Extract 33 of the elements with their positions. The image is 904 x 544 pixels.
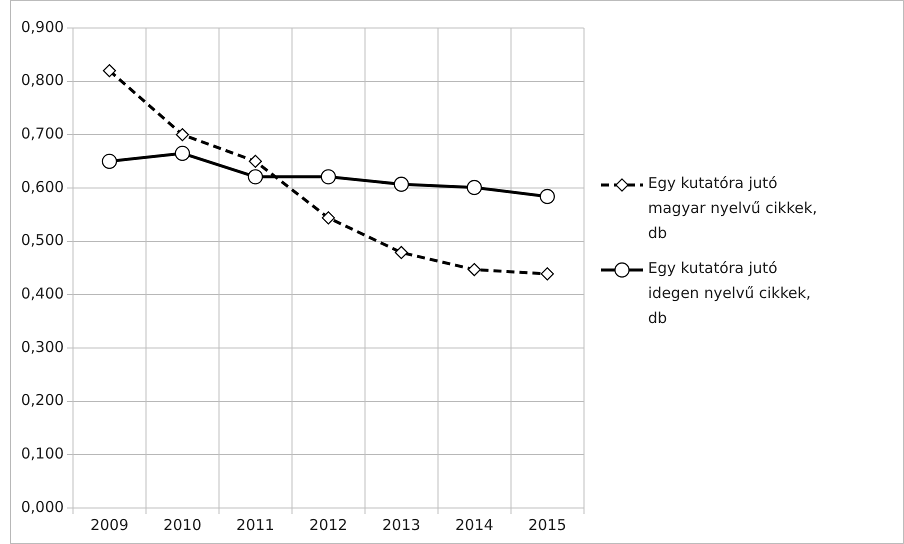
point <box>102 64 116 78</box>
y-tick-label: 0,200 <box>20 391 64 410</box>
x-tick-label: 2015 <box>528 516 566 534</box>
point <box>320 169 336 184</box>
point <box>248 154 262 168</box>
y-tick-label: 0,100 <box>20 444 64 463</box>
x-tick-label: 2009 <box>90 516 129 534</box>
x-tick-label: 2014 <box>455 516 494 534</box>
point <box>468 263 481 276</box>
y-tick-label: 0,800 <box>20 71 64 90</box>
point <box>248 169 263 184</box>
point <box>540 267 554 280</box>
y-tick-label: 0,000 <box>20 498 64 516</box>
point <box>466 180 482 196</box>
y-tick-label: 0,600 <box>20 178 64 196</box>
y-tick-label: 0,300 <box>20 338 64 356</box>
y-tick-label: 0,700 <box>20 124 64 143</box>
y-tick-label: 0,500 <box>20 231 64 250</box>
x-tick-label: 2010 <box>163 516 202 534</box>
x-tick-label: 2012 <box>309 516 348 534</box>
point <box>540 188 555 204</box>
x-tick-label: 2011 <box>236 516 274 534</box>
point <box>394 246 408 260</box>
point <box>176 128 190 142</box>
point <box>102 154 118 169</box>
x-tick-label: 2013 <box>382 516 420 534</box>
legend-label: Egy kutatóra jutó idegen nyelvű cikkek, db <box>648 258 812 329</box>
point <box>174 146 190 161</box>
point <box>394 176 409 192</box>
legend-label: Egy kutatóra jutó magyar nyelvű cikkek, db <box>648 173 818 244</box>
point <box>322 211 335 224</box>
y-tick-label: 0,400 <box>20 284 64 303</box>
y-tick-label: 0,900 <box>20 18 64 36</box>
